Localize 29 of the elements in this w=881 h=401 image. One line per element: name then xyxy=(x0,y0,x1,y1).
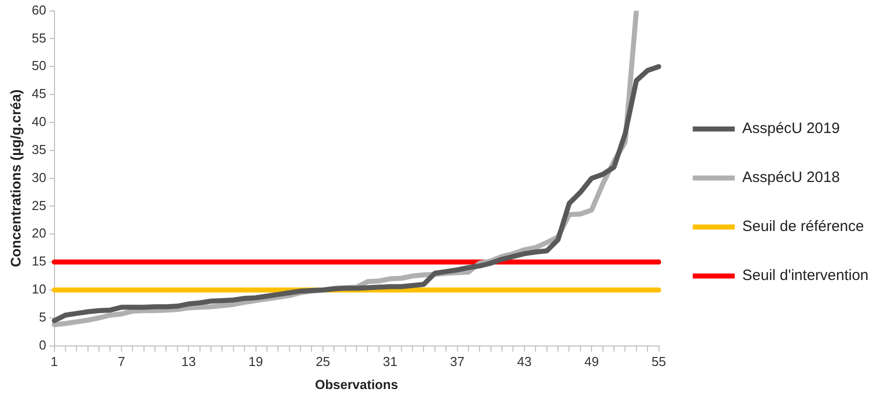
y-tick-label: 35 xyxy=(32,142,46,157)
x-tick-label: 25 xyxy=(316,354,330,370)
y-tick-label: 45 xyxy=(32,86,46,102)
y-tick-label: 55 xyxy=(32,30,46,46)
x-tick-label: 49 xyxy=(584,354,599,370)
x-axis-title: Observations xyxy=(314,376,398,392)
y-tick-label: 0 xyxy=(39,337,46,352)
x-tick-label: 13 xyxy=(181,354,196,370)
y-tick-label: 10 xyxy=(32,282,46,297)
legend-label: Seuil de référence xyxy=(742,218,864,236)
x-tick-label: 31 xyxy=(382,354,398,370)
x-tick-label: 19 xyxy=(248,354,263,370)
x-tick-label: 43 xyxy=(517,354,532,370)
y-axis-title: Concentrations (µg/g.créa) xyxy=(7,89,24,268)
y-tick-label: 5 xyxy=(39,309,46,324)
x-tick-label: 1 xyxy=(50,354,58,370)
legend-label: AsspécU 2018 xyxy=(742,169,840,186)
legend-label: Seuil d'intervention xyxy=(742,267,869,284)
y-tick-label: 50 xyxy=(32,58,46,74)
x-tick-label: 7 xyxy=(118,354,126,370)
y-tick-label: 30 xyxy=(32,170,46,185)
y-tick-label: 40 xyxy=(32,114,46,130)
y-tick-label: 60 xyxy=(32,2,46,18)
y-tick-label: 15 xyxy=(32,254,46,269)
y-tick-label: 20 xyxy=(32,226,46,241)
x-tick-label: 37 xyxy=(450,354,464,370)
y-tick-label: 25 xyxy=(32,198,46,213)
legend-label: AsspécU 2019 xyxy=(742,120,840,138)
x-tick-label: 55 xyxy=(652,354,666,370)
